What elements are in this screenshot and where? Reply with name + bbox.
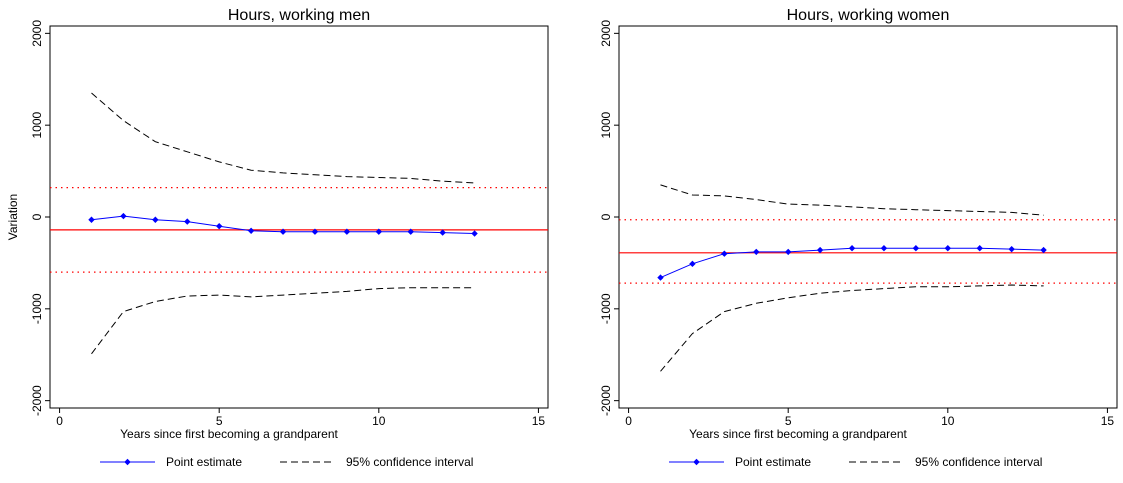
data-point — [753, 248, 760, 256]
legend: Point estimate 95% confidence interval — [669, 455, 1042, 469]
data-point — [311, 228, 319, 235]
legend-marker — [693, 458, 700, 466]
legend-label-ci: 95% confidence interval — [346, 455, 473, 469]
data-point — [912, 245, 920, 252]
data-point — [1008, 245, 1015, 253]
x-axis-label: Years since first becoming a grandparent — [689, 427, 907, 441]
data-point — [880, 245, 888, 252]
data-point — [343, 228, 351, 235]
y-tick-label: 0 — [30, 213, 44, 220]
data-point — [689, 260, 696, 268]
y-tick-label: -2000 — [30, 385, 44, 416]
chart-panel-2: Hours, working women 0 5 10 15 -2000 -1000 0 100… — [599, 7, 1118, 469]
y-tick-label: -1000 — [599, 293, 613, 324]
data-point — [247, 227, 255, 234]
data-point — [215, 222, 223, 230]
data-point — [279, 228, 287, 235]
x-tick-label: 0 — [56, 414, 63, 428]
data-point — [976, 245, 983, 252]
data-point — [721, 250, 728, 257]
ci-line-1 — [91, 92, 475, 184]
data-point — [657, 274, 664, 281]
x-tick-label: 15 — [532, 414, 546, 428]
plot-frame — [618, 25, 1118, 409]
data-point — [784, 248, 792, 256]
legend-label-point-estimate: Point estimate — [735, 455, 811, 469]
x-tick-label: 10 — [372, 414, 386, 428]
y-tick-label: 1000 — [30, 112, 44, 139]
data-point — [944, 245, 952, 252]
data-point — [1040, 246, 1047, 254]
data-point — [816, 246, 824, 254]
y-tick-label: 2000 — [30, 20, 44, 47]
y-tick-label: 1000 — [599, 112, 613, 139]
x-tick-label: 15 — [1101, 414, 1115, 428]
x-axis-label: Years since first becoming a grandparent — [120, 427, 338, 441]
x-tick-label: 10 — [941, 414, 955, 428]
data-point — [184, 218, 191, 225]
data-point — [88, 216, 95, 223]
chart-panel-1: Hours, working men 0 5 10 15 -2000 -1000 0 1000 2… — [6, 7, 549, 469]
data-point — [848, 245, 856, 252]
x-tick-label: 5 — [785, 414, 792, 428]
legend: Point estimate 95% confidence interval — [100, 455, 473, 469]
y-tick-label: -1000 — [30, 293, 44, 324]
y-tick-label: 2000 — [599, 20, 613, 47]
data-point — [120, 212, 127, 220]
data-point — [471, 230, 478, 237]
x-tick-label: 5 — [216, 414, 223, 428]
y-tick-label: 0 — [599, 213, 613, 220]
legend-label-ci: 95% confidence interval — [915, 455, 1042, 469]
ci-line-2 — [660, 284, 1044, 372]
data-point — [375, 228, 383, 235]
chart-title: Hours, working women — [787, 7, 950, 24]
y-axis-label: Variation — [6, 194, 20, 240]
data-point — [152, 216, 159, 223]
ci-line-1 — [660, 184, 1044, 216]
x-tick-label: 0 — [625, 414, 632, 428]
legend-marker — [124, 458, 131, 466]
data-point — [439, 229, 446, 236]
data-point — [407, 228, 414, 235]
y-tick-label: -2000 — [599, 385, 613, 416]
chart-title: Hours, working men — [228, 7, 370, 24]
legend-label-point-estimate: Point estimate — [166, 455, 242, 469]
ci-line-2 — [91, 287, 475, 355]
